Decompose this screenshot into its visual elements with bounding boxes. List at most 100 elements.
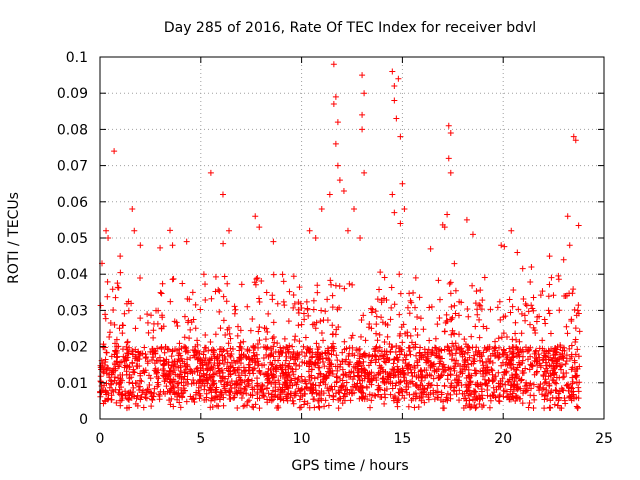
data-point (283, 353, 290, 360)
data-point (250, 349, 257, 356)
data-point (192, 301, 199, 308)
data-point (123, 368, 130, 375)
data-point (249, 403, 256, 410)
data-point (249, 316, 256, 323)
data-point (220, 394, 227, 401)
data-point (575, 310, 582, 317)
data-point (490, 384, 497, 391)
data-point (298, 377, 305, 384)
data-point (146, 381, 153, 388)
data-point (516, 375, 523, 382)
data-point (286, 288, 293, 295)
data-point (254, 358, 261, 365)
data-point (293, 381, 300, 388)
data-point (483, 380, 490, 387)
data-point (195, 379, 202, 386)
data-point (221, 353, 228, 360)
data-point (568, 342, 575, 349)
data-point (405, 403, 412, 410)
data-point (430, 361, 437, 368)
data-point (452, 310, 459, 317)
data-point (254, 274, 261, 281)
data-point (563, 382, 570, 389)
data-point (201, 344, 208, 351)
data-point (121, 310, 128, 317)
data-point (126, 363, 133, 370)
data-point (282, 382, 289, 389)
data-point (322, 308, 329, 315)
data-point (177, 404, 184, 411)
data-point (118, 391, 125, 398)
data-point (400, 357, 407, 364)
data-point (416, 394, 423, 401)
data-point (451, 367, 458, 374)
data-point (296, 284, 303, 291)
data-point (329, 292, 336, 299)
data-point (542, 376, 549, 383)
data-point (324, 296, 331, 303)
data-point (241, 378, 248, 385)
data-point (446, 347, 453, 354)
data-point (339, 377, 346, 384)
data-point (405, 344, 412, 351)
data-point (435, 277, 442, 284)
data-point (123, 343, 130, 350)
data-point (414, 331, 421, 338)
data-point (568, 384, 575, 391)
data-point (388, 344, 395, 351)
data-point (499, 380, 506, 387)
data-point (545, 356, 552, 363)
data-point (395, 75, 402, 82)
data-point (106, 334, 113, 341)
data-point (576, 379, 583, 386)
data-point (569, 290, 576, 297)
data-point (403, 377, 410, 384)
data-point (466, 345, 473, 352)
data-point (439, 363, 446, 370)
data-point (480, 362, 487, 369)
data-point (491, 375, 498, 382)
data-point (385, 357, 392, 364)
data-point (508, 364, 515, 371)
data-point (530, 294, 537, 301)
data-point (270, 334, 277, 341)
data-point (479, 297, 486, 304)
data-point (510, 382, 517, 389)
data-point (148, 357, 155, 364)
data-point (293, 352, 300, 359)
data-point (304, 345, 311, 352)
data-point (339, 366, 346, 373)
data-point (113, 358, 120, 365)
data-point (132, 325, 139, 332)
data-point (496, 391, 503, 398)
data-point (509, 336, 516, 343)
data-point (376, 331, 383, 338)
data-point (104, 278, 111, 285)
data-point (173, 319, 180, 326)
data-point (472, 300, 479, 307)
data-point (317, 379, 324, 386)
data-point (511, 378, 518, 385)
data-point (232, 306, 239, 313)
data-point (523, 302, 530, 309)
data-point (574, 307, 581, 314)
data-point (314, 282, 321, 289)
data-point (537, 292, 544, 299)
data-point (170, 369, 177, 376)
data-point (453, 357, 460, 364)
data-point (152, 365, 159, 372)
data-point (442, 319, 449, 326)
data-point (556, 394, 563, 401)
data-point (107, 319, 114, 326)
data-point (199, 380, 206, 387)
data-point (334, 162, 341, 169)
data-point (462, 402, 469, 409)
data-point (522, 344, 529, 351)
data-point (480, 323, 487, 330)
data-point (255, 383, 262, 390)
data-point (98, 379, 105, 386)
data-point (181, 369, 188, 376)
data-point (115, 375, 122, 382)
data-point (390, 395, 397, 402)
data-point (324, 385, 331, 392)
